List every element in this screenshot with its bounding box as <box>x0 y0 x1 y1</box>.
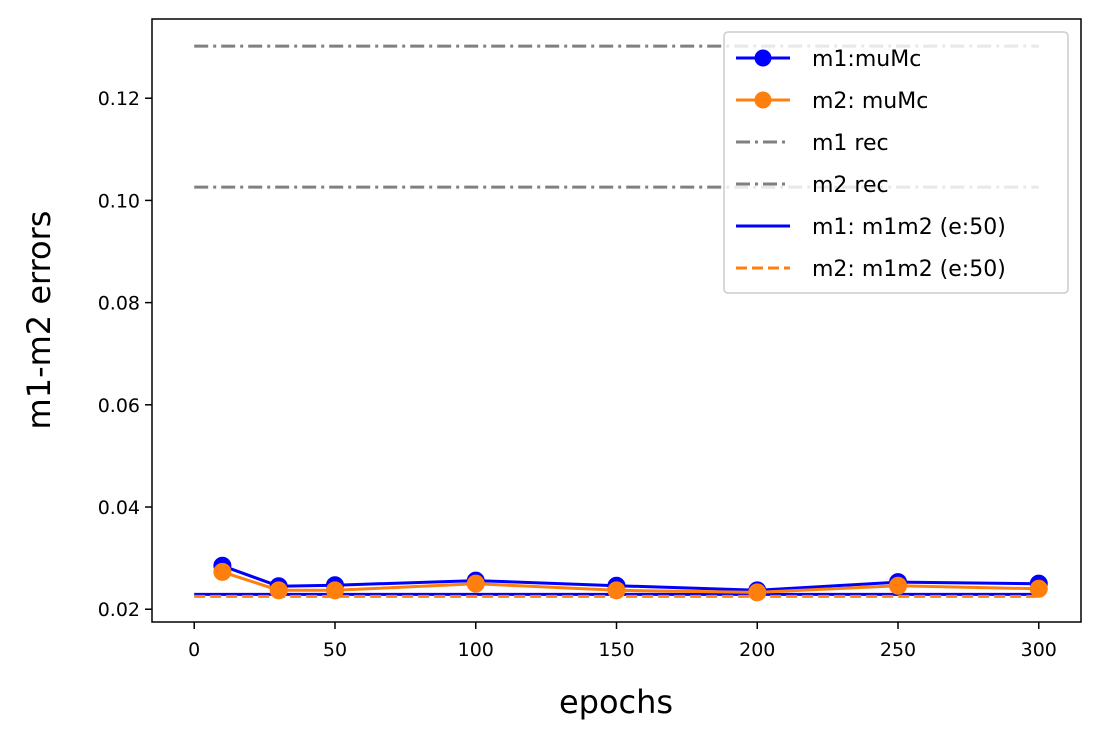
legend-label-1: m2: muMc <box>812 89 928 114</box>
legend-label-3: m2 rec <box>812 173 889 198</box>
series-line-0 <box>221 564 1039 592</box>
x-tick-label: 200 <box>739 639 775 661</box>
x-tick-label: 50 <box>323 639 347 661</box>
x-tick-label: 150 <box>598 639 634 661</box>
legend-label-4: m1: m1m2 (e:50) <box>812 215 1006 240</box>
x-axis-title: epochs <box>559 683 673 721</box>
legend-box <box>723 31 1069 294</box>
legend: m1:muMc m2: muMc m1 rec m2 rec m1: m1m2 (e:5… <box>723 31 1069 294</box>
x-tick-label: 300 <box>1021 639 1057 661</box>
legend-marker-1 <box>754 91 772 109</box>
series-1-point <box>325 581 344 600</box>
series-1-point <box>607 581 626 600</box>
y-tick-label: 0.06 <box>98 395 140 417</box>
y-tick-label: 0.02 <box>98 599 140 621</box>
x-tick-label: 100 <box>458 639 494 661</box>
y-tick-label: 0.12 <box>98 88 140 110</box>
series-1-point <box>748 583 767 602</box>
y-axis: 0.02 0.04 0.06 0.08 0.10 0.12 <box>98 88 152 621</box>
legend-label-5: m2: m1m2 (e:50) <box>812 257 1006 282</box>
legend-marker-0 <box>754 49 772 67</box>
series-line-1 <box>221 570 1039 594</box>
y-tick-label: 0.10 <box>98 190 140 212</box>
legend-label-2: m1 rec <box>812 131 889 156</box>
series-1-point <box>213 562 232 581</box>
legend-label-0: m1:muMc <box>812 47 921 72</box>
series-1-point <box>1029 579 1048 598</box>
series-1-point <box>269 581 288 600</box>
x-axis: 0 50 100 150 200 250 300 <box>188 622 1057 661</box>
y-tick-label: 0.04 <box>98 497 140 519</box>
series-1-point <box>466 574 485 593</box>
x-tick-label: 250 <box>880 639 916 661</box>
series-1-point <box>889 576 908 595</box>
x-tick-label: 0 <box>188 639 200 661</box>
y-tick-label: 0.08 <box>98 293 140 315</box>
y-axis-title: m1-m2 errors <box>20 211 58 430</box>
